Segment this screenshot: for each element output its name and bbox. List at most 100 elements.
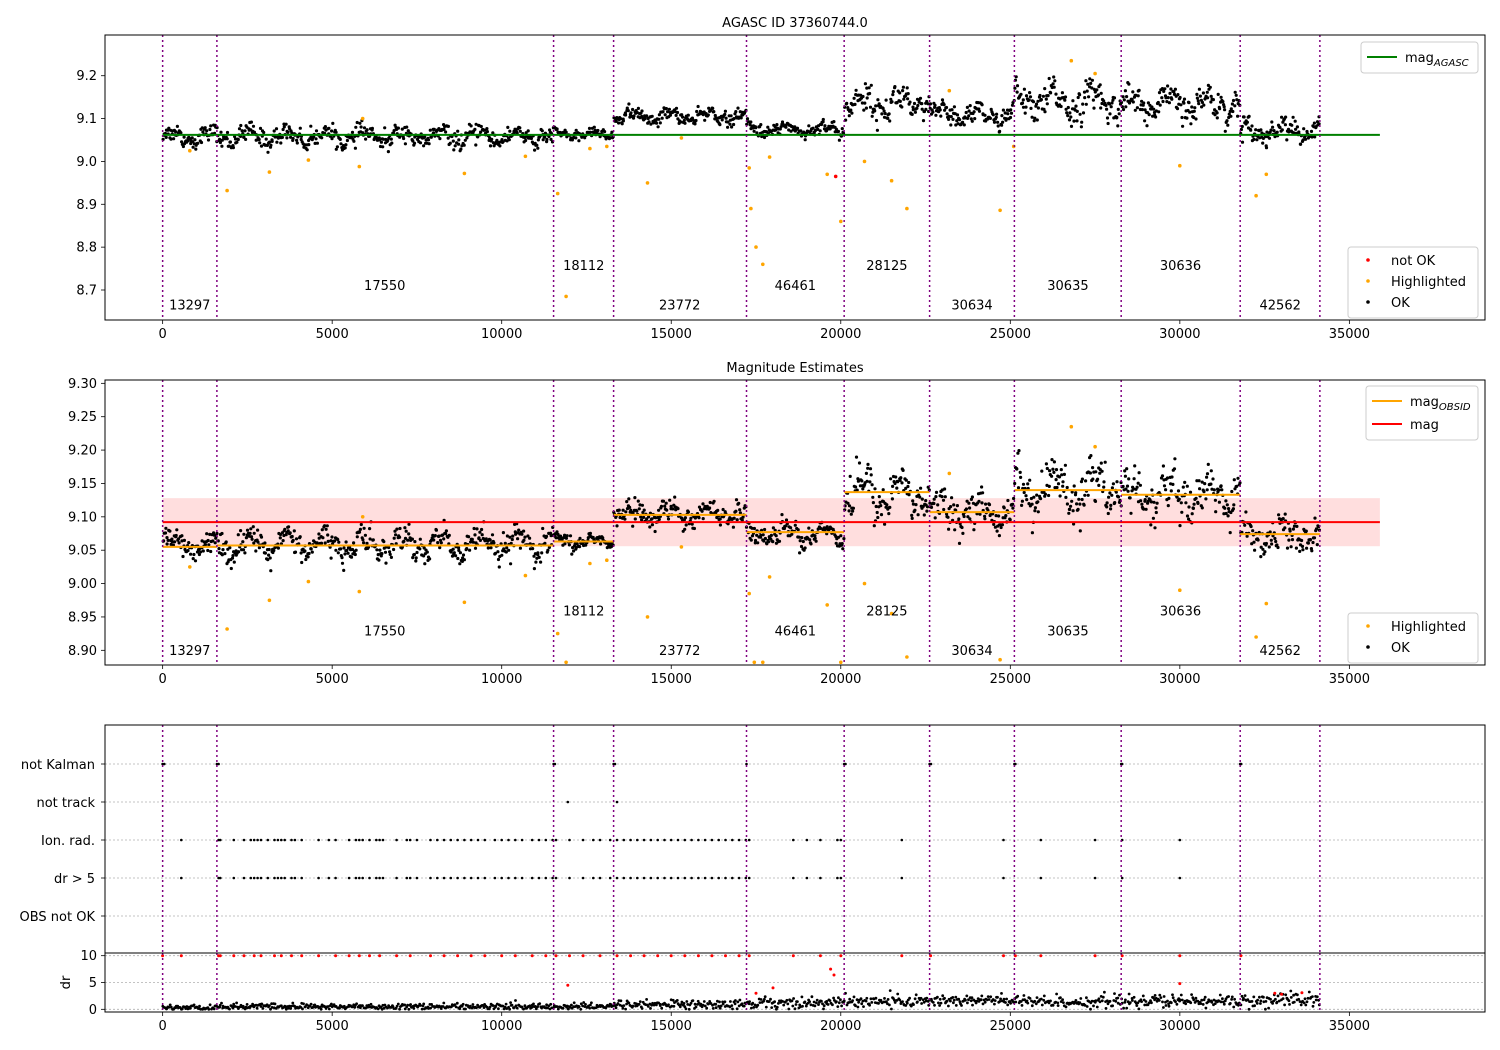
ok-point <box>1230 102 1234 106</box>
ok-point <box>980 103 984 107</box>
dr-point <box>971 1003 974 1007</box>
flag-point <box>792 838 795 842</box>
ok-point <box>1236 476 1240 480</box>
ok-point <box>375 548 379 552</box>
ok-point <box>839 534 843 538</box>
ok-point <box>533 552 538 556</box>
ok-point <box>774 534 778 538</box>
ok-point <box>1113 501 1117 505</box>
dr-point <box>376 1007 380 1011</box>
y-axis-label: dr <box>59 975 74 989</box>
ok-point <box>700 509 704 513</box>
ok-point <box>471 540 475 544</box>
dr-point <box>1005 997 1008 1001</box>
legend-label-subscript: OBSID <box>1439 402 1471 413</box>
ok-point <box>793 523 797 527</box>
highlighted-point <box>679 136 684 140</box>
ok-point <box>1212 488 1216 492</box>
dr-point <box>1034 1002 1038 1006</box>
dr-point <box>1064 1005 1068 1009</box>
dr-point <box>809 1003 813 1007</box>
highlighted-point <box>225 188 229 193</box>
obsid-label: 46461 <box>775 279 816 294</box>
ok-point <box>180 539 184 543</box>
ok-point <box>854 88 858 92</box>
ok-point <box>713 113 717 118</box>
dr-point <box>680 1000 684 1004</box>
ok-point <box>220 531 224 536</box>
legend-label-subscript: AGASC <box>1433 58 1469 69</box>
ok-point <box>932 501 936 506</box>
ok-point <box>517 528 521 532</box>
ok-point <box>1124 487 1128 491</box>
ok-point <box>389 137 393 141</box>
dr-high-point <box>1280 992 1284 996</box>
ok-point <box>422 144 426 148</box>
ok-point <box>955 113 960 117</box>
legend-points-box <box>1347 246 1479 319</box>
ok-point <box>379 140 383 144</box>
dr-high-point <box>513 954 517 958</box>
ok-point <box>509 562 513 566</box>
ok-point <box>872 524 876 528</box>
ok-point <box>856 479 861 483</box>
ok-point <box>654 121 659 125</box>
dr-point <box>939 1001 943 1005</box>
ok-point <box>799 129 803 133</box>
ok-point <box>1131 90 1135 94</box>
ok-point <box>1273 536 1277 541</box>
dr-point <box>925 996 929 1000</box>
ok-point <box>329 539 333 543</box>
ok-point <box>323 125 327 129</box>
ok-point <box>548 128 552 132</box>
ok-point <box>330 137 334 141</box>
ok-point <box>274 127 279 131</box>
flag-point <box>354 838 358 842</box>
ok-point <box>807 124 811 128</box>
ok-point <box>407 522 411 526</box>
dr-point <box>734 999 737 1002</box>
dr-point <box>579 1002 583 1006</box>
dr-point <box>289 1004 293 1008</box>
dr-point <box>993 999 997 1002</box>
dr-point <box>909 1004 913 1008</box>
ok-point <box>998 129 1002 133</box>
flag-point <box>361 876 365 880</box>
ok-point <box>1060 473 1064 477</box>
ok-point <box>291 538 295 543</box>
dr-point <box>1014 1000 1018 1004</box>
ok-point <box>1180 115 1184 120</box>
ok-point <box>314 137 318 141</box>
ok-point <box>803 546 807 550</box>
ok-point <box>1143 108 1147 112</box>
dr-point <box>439 1007 443 1010</box>
highlighted-point <box>747 166 751 170</box>
ok-point <box>983 514 987 518</box>
ok-point <box>1280 128 1284 132</box>
ok-point <box>703 118 707 122</box>
ok-point <box>818 526 823 531</box>
ok-point <box>516 537 520 541</box>
dr-point <box>854 1004 857 1008</box>
ok-point <box>548 531 553 535</box>
ok-point <box>712 499 716 503</box>
ok-point <box>732 117 736 121</box>
ok-point <box>1200 506 1204 510</box>
ok-point <box>1289 545 1293 549</box>
ok-point <box>714 116 718 120</box>
ok-point <box>1106 511 1110 516</box>
ok-point <box>696 104 700 109</box>
legend-point-swatch <box>1366 645 1370 649</box>
ok-point <box>463 138 467 142</box>
ok-point <box>568 534 573 538</box>
ok-point <box>228 140 232 144</box>
dr-point <box>1039 997 1043 1001</box>
ok-point <box>1117 112 1121 116</box>
flag-point <box>256 838 259 842</box>
ok-point <box>1097 483 1101 487</box>
ok-point <box>428 128 432 132</box>
ok-point <box>887 112 891 116</box>
ok-point <box>1221 100 1225 104</box>
dr-point <box>471 1003 475 1006</box>
